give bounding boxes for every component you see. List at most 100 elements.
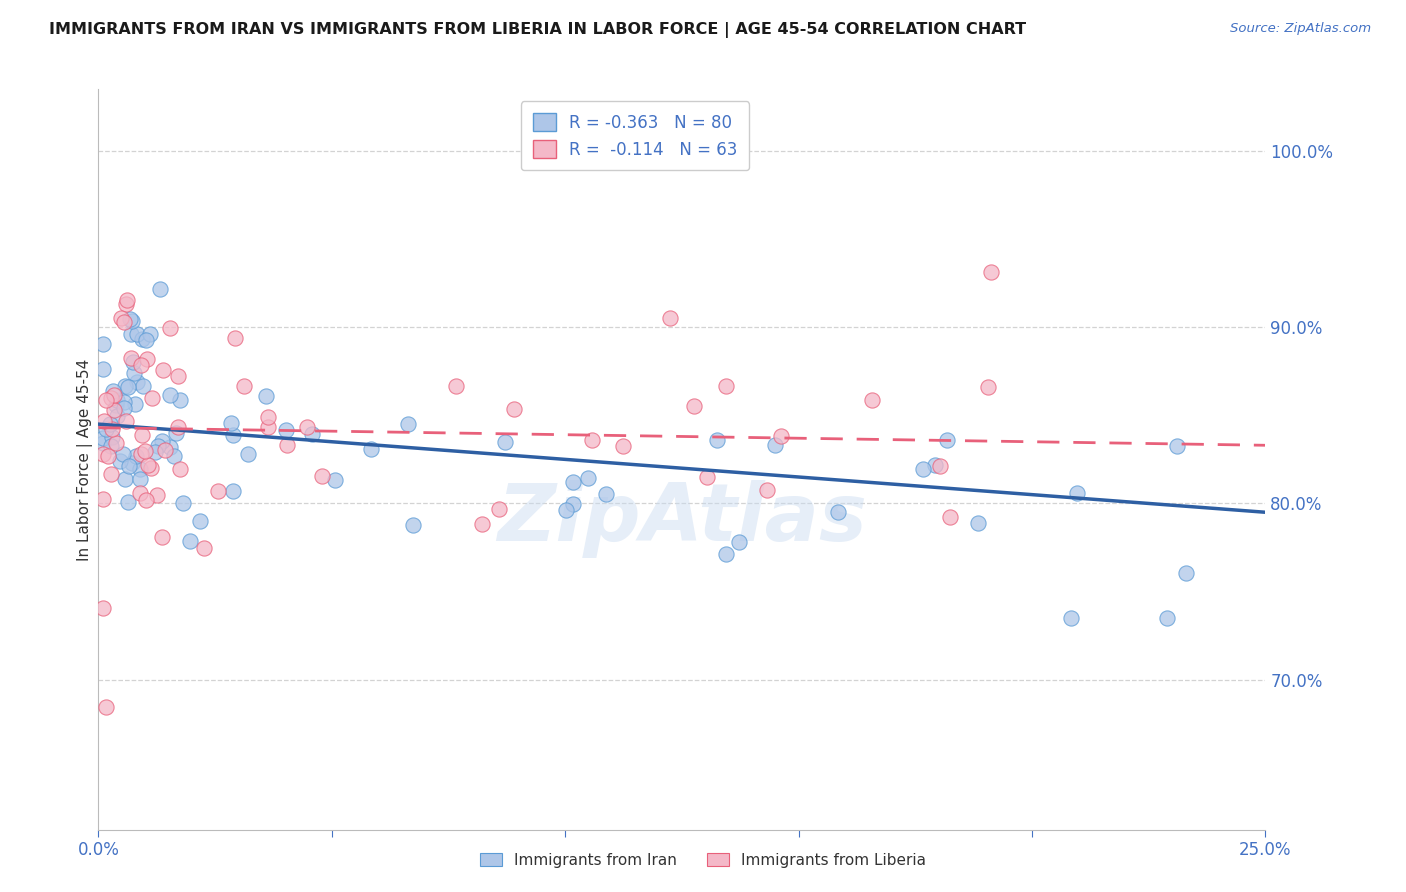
Point bbox=[1175, 566, 1198, 580]
Point bbox=[112, 401, 135, 415]
Point bbox=[612, 439, 634, 453]
Point bbox=[148, 439, 170, 453]
Point bbox=[159, 321, 181, 335]
Point bbox=[396, 417, 419, 432]
Point bbox=[254, 388, 277, 402]
Point bbox=[257, 420, 280, 434]
Point bbox=[139, 460, 162, 475]
Point bbox=[117, 380, 139, 394]
Point bbox=[911, 462, 934, 476]
Point bbox=[179, 533, 201, 548]
Text: ZipAtlas: ZipAtlas bbox=[496, 480, 868, 558]
Point bbox=[977, 380, 1000, 394]
Point bbox=[1066, 485, 1088, 500]
Point bbox=[297, 419, 319, 434]
Point bbox=[93, 414, 115, 428]
Point bbox=[167, 420, 190, 434]
Point bbox=[683, 399, 706, 413]
Point bbox=[471, 516, 494, 531]
Point bbox=[554, 503, 576, 517]
Point bbox=[91, 337, 114, 351]
Point bbox=[114, 378, 136, 392]
Point bbox=[257, 410, 280, 425]
Point bbox=[152, 363, 174, 377]
Point bbox=[581, 433, 603, 447]
Point bbox=[103, 403, 125, 417]
Point bbox=[104, 398, 127, 412]
Point bbox=[159, 387, 181, 401]
Point bbox=[110, 310, 132, 325]
Y-axis label: In Labor Force | Age 45-54: In Labor Force | Age 45-54 bbox=[76, 359, 93, 560]
Point bbox=[159, 440, 181, 454]
Point bbox=[111, 447, 134, 461]
Point bbox=[91, 431, 114, 445]
Point bbox=[494, 434, 516, 449]
Point bbox=[770, 428, 793, 442]
Point bbox=[966, 516, 988, 531]
Point bbox=[155, 442, 177, 457]
Point bbox=[576, 471, 599, 485]
Point bbox=[562, 475, 585, 490]
Point bbox=[163, 450, 186, 464]
Point bbox=[301, 426, 323, 441]
Point bbox=[1156, 611, 1178, 625]
Point bbox=[121, 314, 143, 328]
Point bbox=[129, 358, 152, 372]
Point bbox=[1166, 439, 1188, 453]
Point bbox=[150, 531, 173, 545]
Point bbox=[131, 332, 153, 346]
Point bbox=[132, 378, 155, 392]
Point bbox=[1060, 611, 1083, 625]
Point bbox=[169, 462, 191, 476]
Point bbox=[311, 468, 333, 483]
Point bbox=[121, 354, 143, 368]
Point bbox=[103, 388, 125, 402]
Point bbox=[135, 333, 157, 347]
Point bbox=[129, 462, 152, 476]
Point bbox=[150, 434, 173, 448]
Point bbox=[658, 310, 681, 325]
Point bbox=[120, 327, 142, 342]
Point bbox=[207, 483, 229, 498]
Point bbox=[139, 326, 162, 341]
Point bbox=[145, 487, 167, 501]
Point bbox=[219, 416, 242, 430]
Point bbox=[714, 547, 737, 561]
Point bbox=[100, 439, 122, 453]
Point bbox=[134, 444, 156, 458]
Point bbox=[980, 264, 1002, 278]
Point bbox=[91, 436, 114, 450]
Point bbox=[91, 362, 114, 376]
Point bbox=[136, 458, 159, 473]
Point bbox=[117, 495, 139, 509]
Point bbox=[101, 430, 124, 444]
Point bbox=[135, 492, 157, 507]
Point bbox=[94, 392, 117, 407]
Point bbox=[763, 438, 786, 452]
Point bbox=[727, 534, 749, 549]
Point bbox=[696, 469, 718, 483]
Point bbox=[172, 496, 194, 510]
Point bbox=[124, 397, 146, 411]
Text: IMMIGRANTS FROM IRAN VS IMMIGRANTS FROM LIBERIA IN LABOR FORCE | AGE 45-54 CORRE: IMMIGRANTS FROM IRAN VS IMMIGRANTS FROM … bbox=[49, 22, 1026, 38]
Point bbox=[166, 369, 188, 384]
Point bbox=[129, 447, 152, 461]
Point bbox=[118, 311, 141, 326]
Point bbox=[276, 423, 298, 437]
Point bbox=[98, 417, 121, 431]
Point bbox=[936, 433, 959, 447]
Point bbox=[595, 487, 617, 501]
Point bbox=[100, 467, 122, 481]
Point bbox=[97, 449, 120, 463]
Point bbox=[128, 472, 150, 486]
Point bbox=[488, 501, 510, 516]
Point bbox=[114, 472, 136, 486]
Text: Source: ZipAtlas.com: Source: ZipAtlas.com bbox=[1230, 22, 1371, 36]
Point bbox=[444, 378, 467, 392]
Point bbox=[224, 331, 246, 345]
Point bbox=[91, 600, 114, 615]
Point bbox=[115, 297, 138, 311]
Point bbox=[169, 393, 191, 408]
Point bbox=[129, 486, 152, 500]
Point bbox=[276, 438, 298, 452]
